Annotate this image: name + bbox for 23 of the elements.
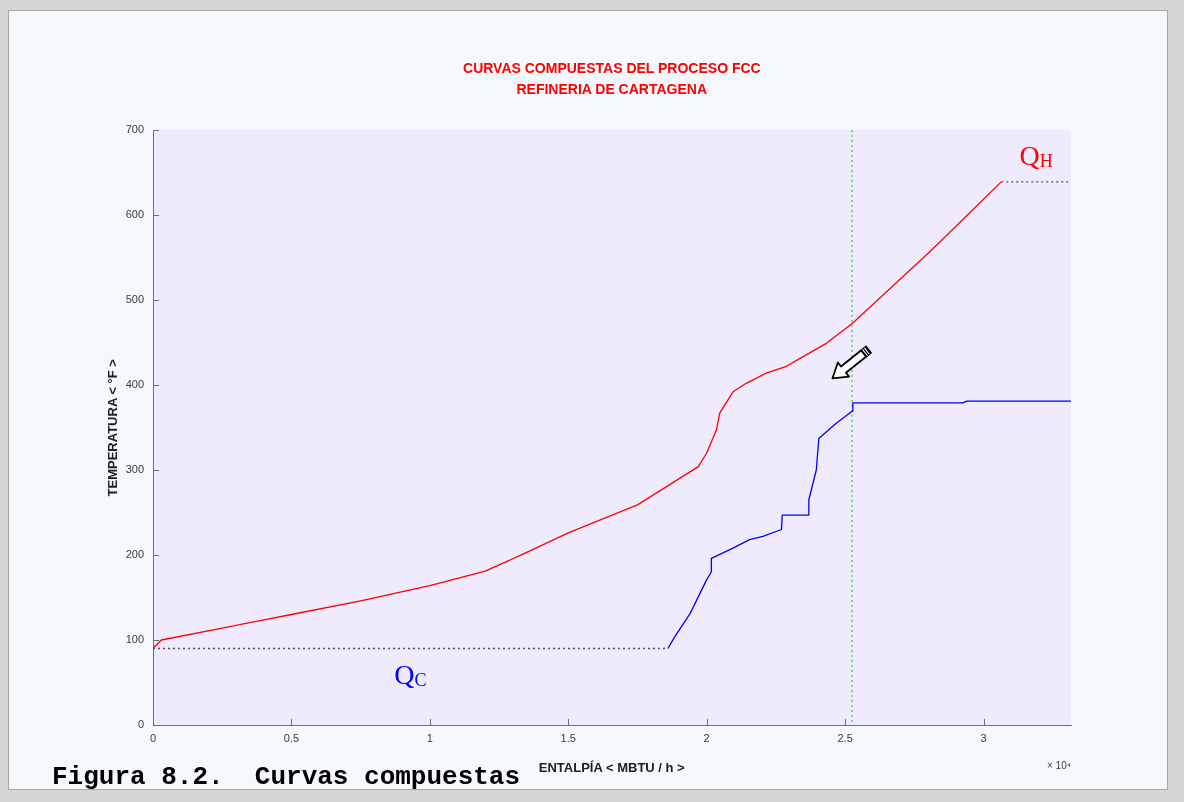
text: Figura 8.2. Curvas compuestas bbox=[52, 762, 521, 792]
x-tick-label: 2.5 bbox=[837, 731, 853, 744]
chart-subtitle: REFINERIA DE CARTAGENA bbox=[516, 81, 708, 97]
x-tick-label: 1 bbox=[426, 731, 433, 744]
y-tick-label: 300 bbox=[125, 463, 144, 476]
chart-title: CURVAS COMPUESTAS DEL PROCESO FCC bbox=[463, 60, 761, 76]
y-tick-label: 700 bbox=[125, 123, 144, 136]
text: QC bbox=[394, 658, 427, 690]
x-tick-label: 0.5 bbox=[283, 731, 300, 744]
y-tick-label: 0 bbox=[137, 718, 144, 731]
x-axis-title: ENTALPÍA < MBTU / h > bbox=[538, 760, 686, 775]
y-tick-label: 500 bbox=[125, 293, 144, 306]
series-label: QH bbox=[1019, 139, 1053, 172]
y-axis-title: TEMPERATURA < °F > bbox=[105, 358, 120, 497]
y-tick-label: 600 bbox=[125, 208, 144, 221]
x-tick-label: 1.5 bbox=[560, 731, 576, 744]
text: × 10⁴ bbox=[1046, 760, 1072, 771]
y-tick-label: 200 bbox=[125, 548, 144, 561]
x-tick-label: 2 bbox=[703, 731, 710, 744]
x-tick-label: 3 bbox=[980, 731, 987, 744]
y-tick-label: 100 bbox=[125, 633, 144, 646]
y-tick-label: 400 bbox=[125, 378, 144, 391]
x-tick-label: 0 bbox=[149, 731, 157, 744]
